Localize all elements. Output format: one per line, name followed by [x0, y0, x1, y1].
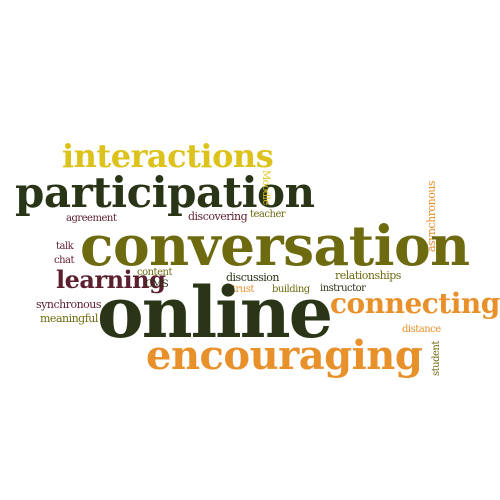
word-participation: participation: [15, 168, 315, 217]
word-encouraging: encouraging: [146, 332, 423, 379]
word-online: online: [97, 271, 333, 354]
word-instructor: instructor: [320, 283, 366, 294]
word-synchronous: synchronous: [36, 298, 102, 311]
word-talk: talk: [56, 241, 74, 252]
word-conversation: conversation: [80, 213, 470, 278]
word-moodle: Moodle: [260, 170, 271, 205]
word-building: building: [272, 284, 310, 295]
word-connecting: connecting: [330, 287, 500, 320]
word-student: student: [431, 341, 442, 376]
word-content: content: [137, 267, 172, 278]
word-distance: distance: [402, 324, 441, 335]
word-relationships: relationships: [335, 269, 401, 282]
word-learning: learning: [56, 265, 166, 294]
word-discovering: discovering: [188, 210, 248, 223]
word-discussion: discussion: [226, 271, 279, 284]
word-agreement: agreement: [66, 213, 117, 224]
word-interactions: interactions: [62, 137, 274, 175]
word-chat: chat: [54, 255, 75, 266]
word-teacher: teacher: [250, 209, 286, 220]
word-trust: trust: [232, 284, 254, 295]
word-meaningful: meaningful: [40, 312, 98, 325]
word-cms: CMS: [145, 279, 169, 290]
